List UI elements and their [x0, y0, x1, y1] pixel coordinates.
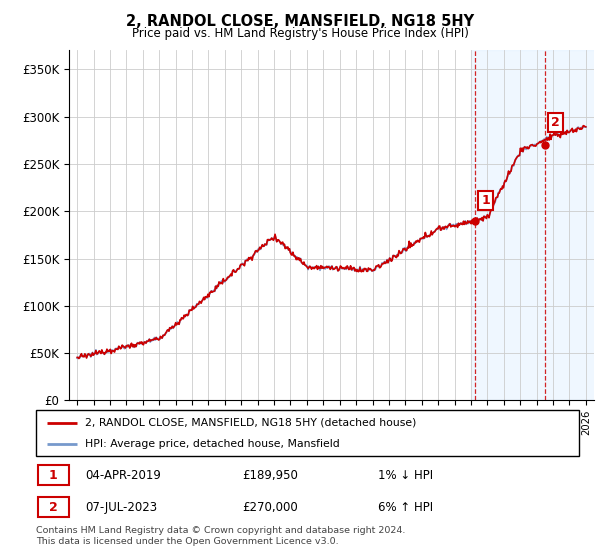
Text: 1: 1: [49, 469, 58, 482]
FancyBboxPatch shape: [36, 410, 579, 456]
FancyBboxPatch shape: [38, 497, 69, 517]
Text: 6% ↑ HPI: 6% ↑ HPI: [378, 501, 433, 514]
Text: £270,000: £270,000: [242, 501, 298, 514]
Text: 2, RANDOL CLOSE, MANSFIELD, NG18 5HY (detached house): 2, RANDOL CLOSE, MANSFIELD, NG18 5HY (de…: [85, 418, 416, 428]
Text: Price paid vs. HM Land Registry's House Price Index (HPI): Price paid vs. HM Land Registry's House …: [131, 27, 469, 40]
Text: HPI: Average price, detached house, Mansfield: HPI: Average price, detached house, Mans…: [85, 439, 340, 449]
FancyBboxPatch shape: [38, 465, 69, 485]
Text: 2, RANDOL CLOSE, MANSFIELD, NG18 5HY: 2, RANDOL CLOSE, MANSFIELD, NG18 5HY: [126, 14, 474, 29]
Text: 1: 1: [482, 194, 490, 207]
Text: 2: 2: [49, 501, 58, 514]
Text: 04-APR-2019: 04-APR-2019: [85, 469, 161, 482]
Bar: [471, 50, 597, 400]
Text: Contains HM Land Registry data © Crown copyright and database right 2024.
This d: Contains HM Land Registry data © Crown c…: [36, 526, 406, 546]
Text: 07-JUL-2023: 07-JUL-2023: [85, 501, 157, 514]
Text: 2: 2: [551, 116, 560, 129]
Text: £189,950: £189,950: [242, 469, 298, 482]
Text: 1% ↓ HPI: 1% ↓ HPI: [378, 469, 433, 482]
